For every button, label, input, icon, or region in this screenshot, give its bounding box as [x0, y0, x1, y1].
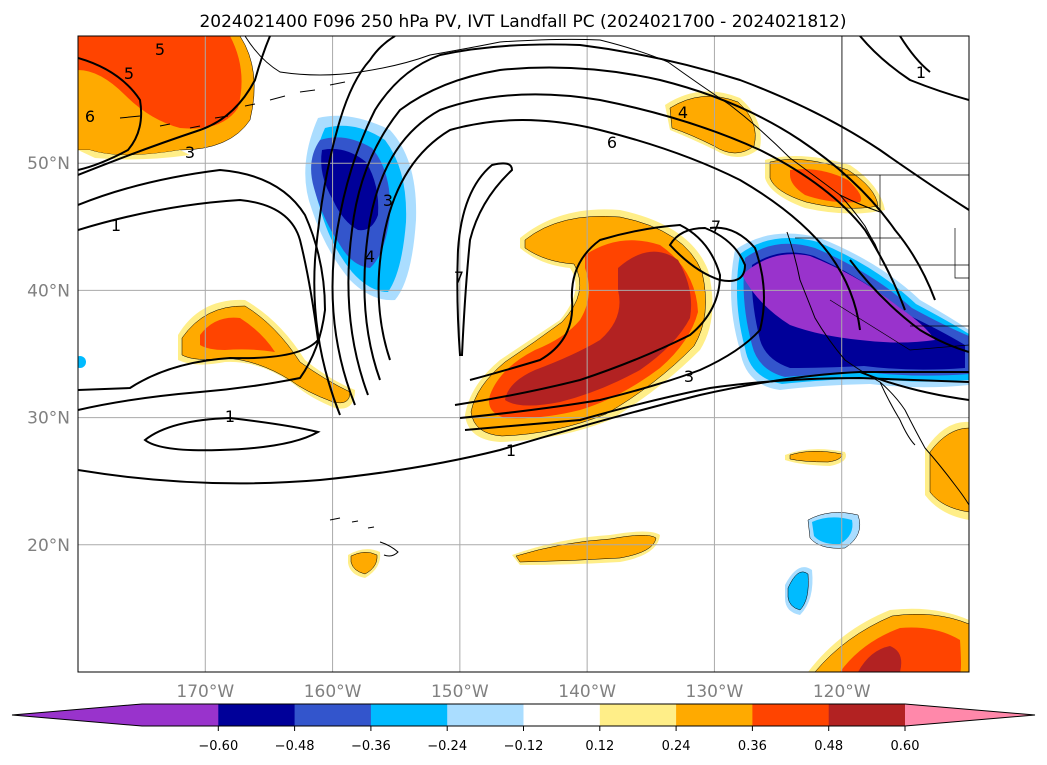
contour-label: 4 [678, 103, 688, 122]
pos-anomaly-nw-core [78, 36, 242, 129]
lat-tick-label: 50°N [27, 154, 70, 174]
contour-label: 1 [111, 216, 121, 235]
alaska-coast [244, 36, 881, 213]
lat-tick-label: 40°N [27, 281, 70, 301]
pos-anomaly-nw-pale [78, 150, 190, 160]
contour-4-arc [347, 66, 936, 396]
neg-spot [78, 356, 86, 368]
colorbar-tick-label: 0.24 [662, 739, 691, 754]
neg-anomaly-sw-light [812, 517, 853, 545]
colorbar-bin [828, 704, 906, 726]
contour-3-north [78, 36, 271, 176]
map-frame [77, 35, 970, 673]
pos-anomaly-small-orange [789, 451, 843, 463]
colorbar-tick-label: −0.60 [198, 739, 238, 754]
colorbar-bin [676, 704, 753, 726]
contour-label: 7 [711, 217, 721, 236]
contour-7-loop [456, 162, 514, 356]
contour-1-arc [313, 36, 396, 416]
longitude-tick-labels: 170°W 160°W 150°W 140°W 130°W 120°W [176, 682, 870, 702]
contour-label: 6 [85, 107, 95, 126]
neg-anomaly-central-core [321, 148, 379, 231]
contour-2-east [859, 36, 969, 101]
colorbar-tick-label: −0.48 [275, 739, 315, 754]
contour-3-east [849, 259, 969, 353]
hawaii-islands [329, 517, 399, 557]
neg-anomaly-south-light [787, 571, 809, 611]
contour-7-ridge [668, 226, 747, 282]
contour-labels: 1 3 5 7 4 6 3 1 7 6 5 4 3 1 1 [85, 40, 926, 460]
colorbar-tick-label: −0.36 [351, 739, 391, 754]
contour-jet-3 [459, 226, 765, 419]
colorbar-bin [599, 704, 677, 726]
map-panel: 1 3 5 7 4 6 3 1 7 6 5 4 3 1 1 [78, 36, 969, 672]
colorbar-under-extend [12, 704, 142, 726]
lon-tick-label: 150°W [431, 682, 489, 702]
contour-5-arc [363, 93, 906, 381]
contour-label: 3 [185, 143, 195, 162]
contour-3-arc [331, 43, 969, 406]
contour-label: 1 [506, 441, 516, 460]
colorbar-tick-label: −0.12 [504, 739, 544, 754]
contour-3-west [78, 168, 327, 411]
pos-anomaly-se-core [858, 646, 902, 672]
lon-tick-label: 130°W [686, 682, 744, 702]
contour-label: 7 [454, 268, 464, 287]
pos-anomaly-tropical-orange [515, 535, 657, 563]
pv-contours [78, 36, 969, 485]
contour-label: 6 [607, 133, 617, 152]
contour-label: 1 [916, 63, 926, 82]
colorbar-tick-label: −0.24 [427, 739, 467, 754]
colorbar-bin [142, 704, 219, 726]
contour-label: 5 [155, 40, 165, 59]
lon-tick-label: 160°W [304, 682, 362, 702]
contour-6-arc [377, 119, 861, 361]
contour-1-south [78, 370, 969, 485]
contour-1-se [859, 371, 969, 401]
contour-3-south [143, 416, 321, 452]
contour-1-east [899, 36, 931, 73]
colorbar-bin [752, 704, 830, 726]
state-borders [795, 36, 969, 351]
colorbar-tick-label: 0.60 [891, 739, 920, 754]
contour-label: 3 [684, 367, 694, 386]
contour-jet-1 [464, 376, 969, 431]
pos-anomaly-hawaii-orange [350, 552, 378, 575]
aleutian-islands [119, 81, 346, 129]
lon-tick-label: 140°W [558, 682, 616, 702]
colorbar-outline [11, 703, 1036, 727]
contour-label: 3 [383, 191, 393, 210]
latitude-tick-labels: 20°N 30°N 40°N 50°N [27, 154, 70, 556]
contour-label: 5 [124, 64, 134, 83]
contour-5-loop [78, 57, 143, 171]
colorbar-bin [523, 704, 601, 726]
lat-tick-label: 20°N [27, 536, 70, 556]
colorbar-tick-label: 0.48 [814, 739, 843, 754]
lat-tick-label: 30°N [27, 409, 70, 429]
colorbar-tick-label: 0.36 [738, 739, 767, 754]
colorbar-over-extend [905, 704, 1035, 726]
contour-label: 1 [225, 407, 235, 426]
colorbar: −0.60 −0.48 −0.36 −0.24 −0.12 0.12 0.24 0.36 0.4… [11, 703, 1036, 754]
lon-tick-label: 170°W [176, 682, 234, 702]
colorbar-bin [447, 704, 524, 726]
neg-anomaly-california-purple [742, 254, 935, 343]
contour-jet-5 [454, 223, 722, 406]
colorbar-tick-label: 0.12 [585, 739, 614, 754]
pos-anomaly-west-red [200, 317, 275, 352]
colorbar-bin [218, 704, 296, 726]
colorbar-bin [370, 704, 448, 726]
contour-label: 4 [365, 247, 375, 266]
baja-coast [879, 381, 916, 446]
coastlines [119, 36, 969, 557]
figure-title: 2024021400 F096 250 hPa PV, IVT Landfall… [199, 12, 846, 32]
colorbar-bin [294, 704, 372, 726]
lon-tick-label: 120°W [813, 682, 871, 702]
